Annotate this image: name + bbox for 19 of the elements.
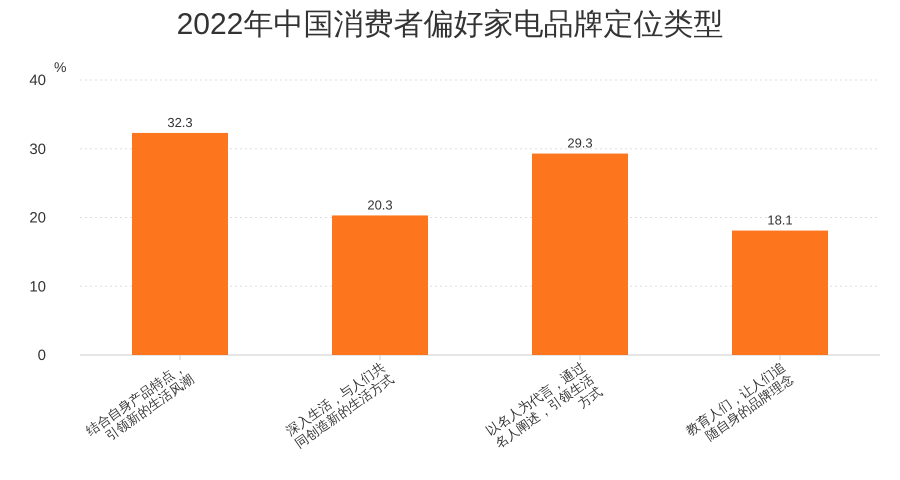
data-label: 20.3 <box>367 197 393 212</box>
x-tick-label: 以名人为代言，通过名人阐述，引领生活方式 <box>483 359 605 451</box>
y-tick-label: 10 <box>29 278 46 296</box>
y-axis-title: % <box>54 59 66 75</box>
data-label: 29.3 <box>567 136 593 151</box>
y-tick-label: 30 <box>29 140 46 158</box>
x-tick-label: 深入生活，与人们共同创造新的生活方式 <box>283 359 396 451</box>
x-tick-label: 教育人们，让人们追随自身的品牌理念 <box>683 359 796 444</box>
bar <box>732 230 828 355</box>
data-label: 18.1 <box>767 212 793 228</box>
chart-title: 2022年中国消费者偏好家电品牌定位类型 <box>176 8 724 41</box>
y-tick-label: 0 <box>38 347 46 364</box>
bar <box>532 154 628 355</box>
bar <box>132 132 228 355</box>
data-label: 32.3 <box>167 114 193 130</box>
x-tick-label: 结合自身产品特点，引领新的生活风潮 <box>83 359 196 444</box>
y-tick-label: 20 <box>29 210 46 226</box>
y-tick-label: 40 <box>29 72 46 89</box>
bar <box>332 215 428 355</box>
